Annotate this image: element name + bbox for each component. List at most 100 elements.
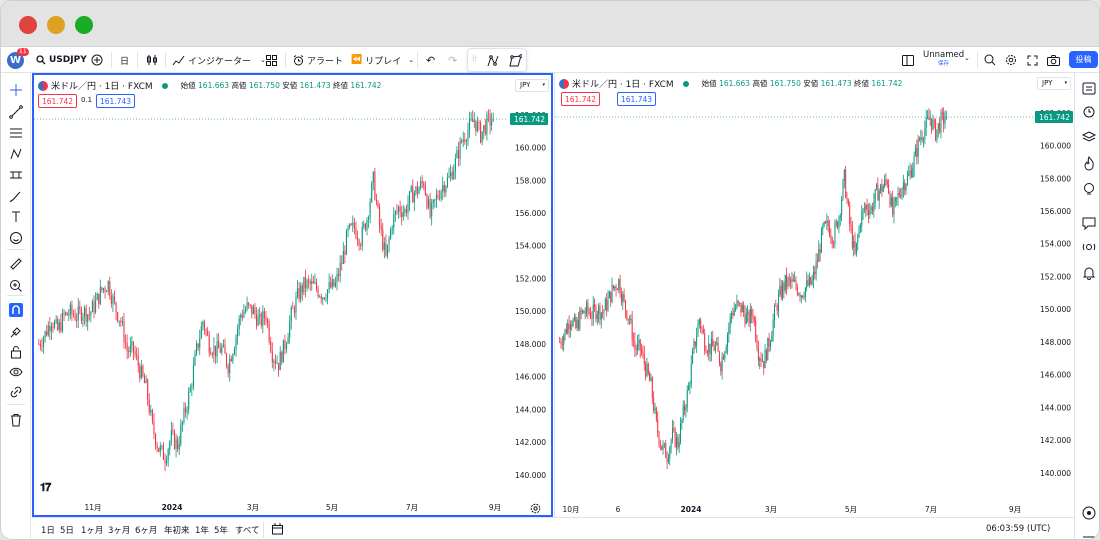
projection-tool-icon[interactable] [508,54,522,68]
range-1y[interactable]: 1年 [195,526,209,536]
fib-icon[interactable] [6,124,26,142]
zoom-window-button[interactable] [75,16,93,34]
notifications-icon[interactable] [1079,263,1099,283]
candle-body [740,302,742,313]
text-icon[interactable] [6,208,26,226]
close-window-button[interactable] [19,16,37,34]
candle-body [643,353,645,365]
redo-button[interactable]: ↷ [448,47,457,73]
watchlist-icon[interactable] [1079,78,1099,98]
help-icon[interactable] [1079,503,1099,523]
chart-canvas[interactable]: 140.000 142.000 144.000 146.000 148.000 150.0… [34,75,551,515]
candle-body [749,309,751,324]
currency-select[interactable]: JPY ▾ [1037,77,1071,90]
alert-button[interactable]: アラート [293,47,343,73]
candle-body [831,238,833,244]
candle-body [786,274,788,287]
brush-icon[interactable] [6,187,26,205]
range-6m[interactable]: 6ヶ月 [135,526,158,536]
fullscreen-button[interactable] [1027,47,1038,73]
layers-icon[interactable] [1079,127,1099,147]
range-5y[interactable]: 5年 [214,526,228,536]
candle-body [943,112,945,124]
chart-type-button[interactable] [146,47,158,73]
symbol-search-button[interactable]: USDJPY [36,47,87,73]
chart-pane-left[interactable]: 140.000 142.000 144.000 146.000 148.000 150.0… [32,73,553,517]
candle-body [610,291,612,302]
sell-price-button[interactable]: 161.742 [38,94,78,108]
candle-body [882,186,884,192]
zoom-in-icon[interactable] [6,277,26,295]
range-3m[interactable]: 3ヶ月 [108,526,131,536]
chat-icon[interactable] [1079,213,1099,233]
candle-body [303,276,305,293]
interval-button[interactable]: 日 [120,56,130,67]
layouts-button[interactable] [266,47,277,73]
currency-select[interactable]: JPY ▾ [515,79,549,92]
range-ytd[interactable]: 年初来 [164,526,190,536]
layout-toggle-button[interactable] [902,47,914,73]
indicators-button[interactable]: インジケーター ⌄ [172,47,266,73]
candle-body [894,197,896,201]
sell-price-button[interactable]: 161.742 [561,92,601,106]
range-5d[interactable]: 5日 [60,526,74,536]
candle-body [692,351,694,364]
candle-body [405,209,407,214]
layout-name-button[interactable]: Unnamed 保存 [923,50,965,68]
pattern-icon[interactable] [6,145,26,163]
publish-button[interactable]: 投稿 [1069,51,1098,68]
streams-icon[interactable] [1079,237,1099,257]
price-axis-tick: 158.000 [515,176,546,185]
lock-icon[interactable] [6,343,26,361]
clock[interactable]: 06:03:59 (UTC) [986,524,1051,534]
emoji-icon[interactable] [6,229,26,247]
range-all[interactable]: すべて [235,526,260,536]
candle-body [858,227,860,237]
lock-drawing-icon[interactable] [6,323,26,341]
time-axis-tick: 5月 [845,505,857,514]
ideas-icon[interactable] [1079,179,1099,199]
candle-body [151,410,153,422]
magnet-icon[interactable] [6,301,26,319]
user-avatar[interactable]: W 11 [7,47,29,73]
candle-body [203,321,206,331]
chevron-down-icon[interactable]: ⌄ [964,54,970,62]
chart-pane-right[interactable]: 140.000 142.000 144.000 146.000 148.000 150.0… [554,73,1073,517]
chart-canvas[interactable]: 140.000 142.000 144.000 146.000 148.000 150.0… [555,73,1073,517]
snapshot-button[interactable] [1047,47,1060,73]
candle-body [404,209,406,213]
candle-body [893,200,895,215]
crosshair-icon[interactable] [6,81,26,99]
pattern-tool-icon[interactable] [486,54,500,68]
replay-button[interactable]: ⏪ リプレイ ⌄ [351,55,415,67]
ruler-icon[interactable] [6,255,26,273]
drag-handle-icon[interactable]: ⁞⁞ [472,54,478,63]
candle-body [363,223,365,227]
candle-body [582,310,584,313]
candle-body [792,279,794,282]
hotlist-icon[interactable] [1079,153,1099,173]
compare-button[interactable] [91,47,103,73]
range-1m[interactable]: 1ヶ月 [81,526,104,536]
trash-icon[interactable] [6,411,26,429]
candle-body [309,281,311,284]
eye-icon[interactable] [6,363,26,381]
candle-body [178,444,180,450]
left-drawing-toolbar [1,73,31,539]
settings-button[interactable] [1005,47,1017,73]
alerts-clock-icon[interactable] [1079,101,1099,121]
quick-search-button[interactable] [984,47,996,73]
link-icon[interactable] [6,383,26,401]
minimize-window-button[interactable] [47,16,65,34]
trend-line-icon[interactable] [6,103,26,121]
object-tree-icon[interactable] [1079,531,1099,539]
candle-body [192,365,194,387]
forecast-icon[interactable] [6,166,26,184]
range-1d[interactable]: 1日 [41,526,55,536]
buy-price-button[interactable]: 161.743 [617,92,657,106]
buy-price-button[interactable]: 161.743 [96,94,136,108]
undo-button[interactable]: ↶ [426,47,435,73]
goto-date-icon[interactable] [272,523,284,535]
time-axis-tick: 6 [616,505,621,514]
gear-icon[interactable] [530,503,541,514]
